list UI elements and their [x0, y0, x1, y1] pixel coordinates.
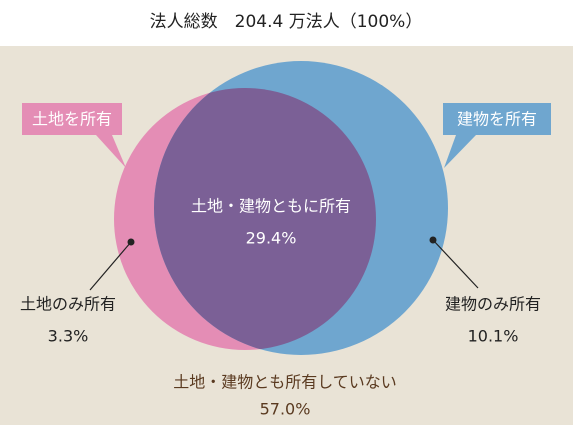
leader-dot — [429, 236, 437, 244]
set-label: 土地を所有 — [32, 110, 112, 129]
callout-tail — [444, 135, 476, 168]
leader-line — [89, 241, 132, 291]
callout-box — [22, 103, 122, 135]
leader-dot — [127, 238, 135, 246]
value-label: 29.4% — [246, 229, 297, 248]
value-label: 57.0% — [260, 400, 311, 419]
region-label: 建物のみ所有 — [445, 295, 541, 314]
callout-tail — [96, 135, 126, 168]
region-label: 土地のみ所有 — [20, 295, 116, 314]
region-label: 土地・建物とも所有していない — [173, 373, 397, 392]
value-label: 3.3% — [48, 327, 89, 346]
set-label: 建物を所有 — [457, 110, 537, 129]
region-label: 土地・建物ともに所有 — [191, 197, 351, 216]
leader-line — [432, 239, 479, 289]
chart-title: 法人総数 204.4 万法人（100%） — [150, 12, 423, 32]
callout-box — [443, 103, 551, 135]
value-label: 10.1% — [468, 327, 519, 346]
